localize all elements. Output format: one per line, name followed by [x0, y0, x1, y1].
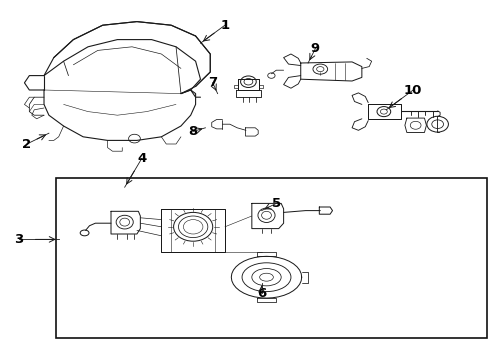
Text: 3: 3 [14, 233, 23, 246]
Text: 9: 9 [310, 42, 319, 55]
Text: 4: 4 [137, 152, 146, 165]
Text: 7: 7 [208, 76, 217, 89]
Text: 5: 5 [271, 197, 280, 210]
Bar [56, 178, 486, 338]
Text: 6: 6 [257, 287, 265, 300]
Text: 8: 8 [188, 125, 197, 138]
Text: 10: 10 [403, 84, 422, 96]
Text: 2: 2 [22, 138, 31, 150]
Text: 1: 1 [220, 19, 229, 32]
